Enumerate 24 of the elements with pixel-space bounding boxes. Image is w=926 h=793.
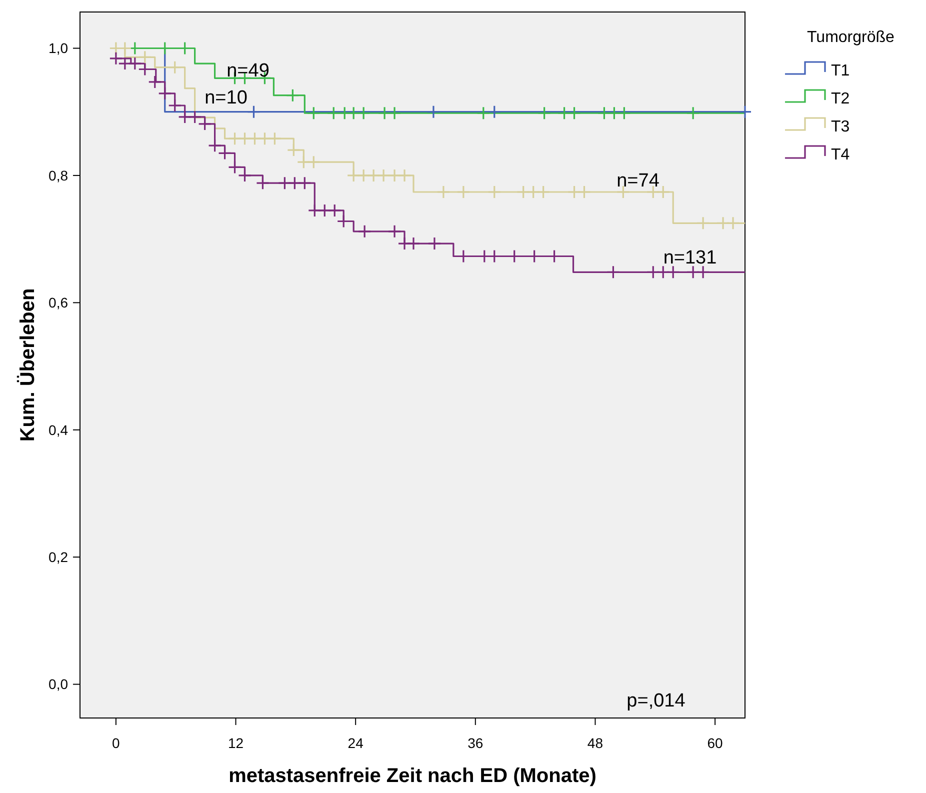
- y-tick-label: 0,8: [48, 167, 68, 184]
- annotation: n=74: [616, 170, 660, 192]
- y-tick-label: 0,2: [48, 548, 68, 565]
- legend-label: T1: [831, 62, 850, 80]
- x-tick-label: 36: [468, 735, 484, 751]
- legend-label: T3: [831, 118, 850, 136]
- annotation: n=49: [226, 60, 270, 82]
- x-axis-title: metastasenfreie Zeit nach ED (Monate): [228, 765, 596, 787]
- annotation: p=,014: [626, 690, 686, 712]
- x-tick-label: 48: [587, 735, 604, 751]
- x-tick-label: 60: [707, 735, 724, 751]
- y-tick-label: 1,0: [48, 40, 68, 56]
- y-tick-label: 0,0: [48, 676, 68, 692]
- legend-title: Tumorgröße: [807, 29, 895, 46]
- x-tick-label: 0: [112, 735, 120, 751]
- x-tick-label: 12: [228, 735, 244, 751]
- y-tick-label: 0,4: [48, 422, 68, 438]
- annotation: n=131: [663, 248, 717, 269]
- y-tick-label: 0,6: [48, 294, 68, 311]
- y-axis-title: Kum. Überleben: [16, 288, 39, 442]
- legend-label: T2: [831, 90, 850, 108]
- annotation: n=10: [204, 88, 248, 109]
- x-tick-label: 24: [348, 735, 364, 751]
- legend-label: T4: [831, 146, 850, 164]
